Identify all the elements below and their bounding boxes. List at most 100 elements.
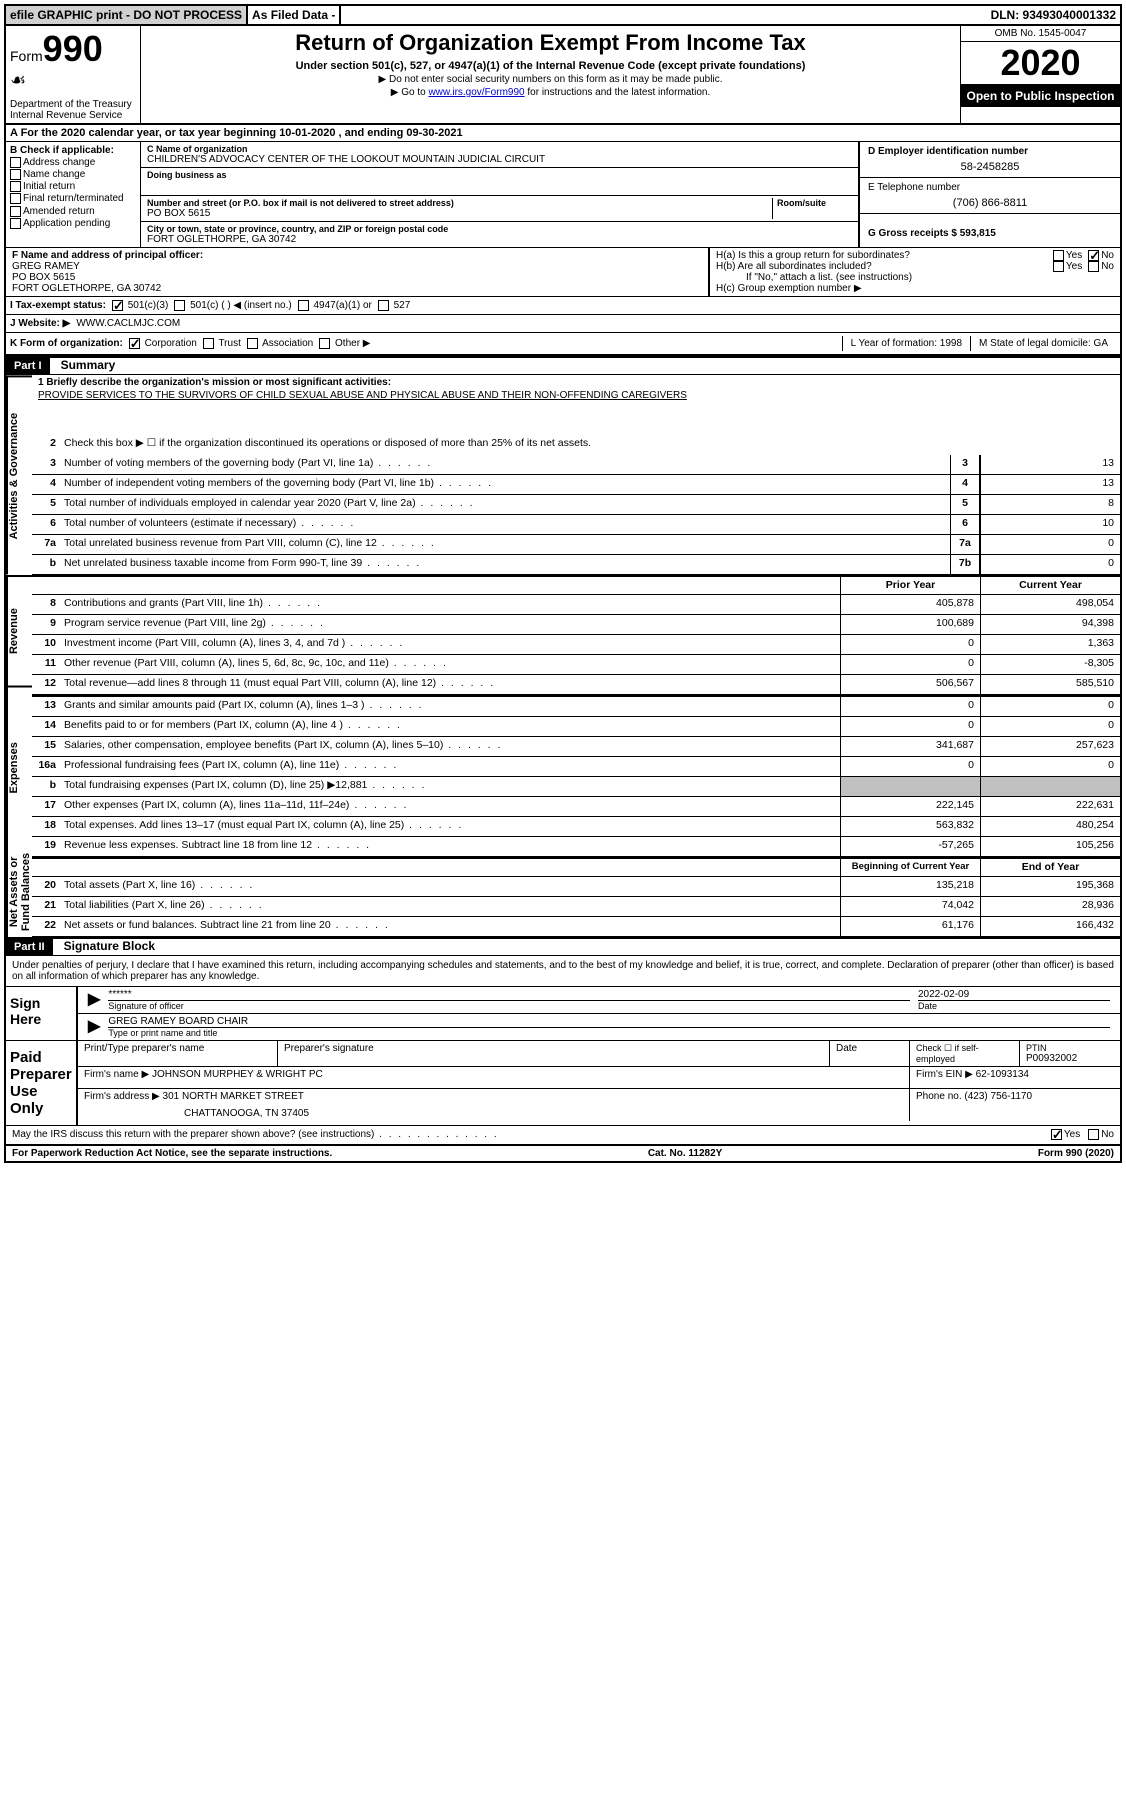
part1-badge: Part I — [6, 358, 50, 374]
form-num: 990 — [43, 28, 103, 69]
org-address: PO BOX 5615 — [147, 208, 772, 219]
form-title: Return of Organization Exempt From Incom… — [145, 30, 956, 56]
header: Form990 ☙ Department of the Treasury Int… — [6, 26, 1120, 125]
header-right: OMB No. 1545-0047 2020 Open to Public In… — [960, 26, 1120, 123]
org-name: CHILDREN'S ADVOCACY CENTER OF THE LOOKOU… — [147, 154, 852, 165]
efile-notice: efile GRAPHIC print - DO NOT PROCESS — [6, 6, 246, 24]
summary-line-12: 12Total revenue—add lines 8 through 11 (… — [32, 675, 1120, 695]
part2-title: Signature Block — [56, 937, 163, 955]
discuss-yes[interactable]: Yes — [1051, 1129, 1080, 1140]
row-j-website: J Website: ▶ WWW.CACLMJC.COM — [6, 315, 1120, 333]
summary-line-20: 20Total assets (Part X, line 16)135,2181… — [32, 877, 1120, 897]
summary-line-3: 3Number of voting members of the governi… — [32, 455, 1120, 475]
summary-line-11: 11Other revenue (Part VIII, column (A), … — [32, 655, 1120, 675]
paid-preparer-label: Paid Preparer Use Only — [6, 1041, 76, 1125]
summary-line-7a: 7aTotal unrelated business revenue from … — [32, 535, 1120, 555]
summary-line-4: 4Number of independent voting members of… — [32, 475, 1120, 495]
summary-line-16a: 16aProfessional fundraising fees (Part I… — [32, 757, 1120, 777]
check-corp[interactable]: Corporation — [129, 338, 197, 349]
mission-text: PROVIDE SERVICES TO THE SURVIVORS OF CHI… — [38, 390, 1114, 401]
summary-line-18: 18Total expenses. Add lines 13–17 (must … — [32, 817, 1120, 837]
gross-receipts: G Gross receipts $ 593,815 — [860, 214, 1120, 243]
check-self-employed[interactable]: Check ☐ if self-employed — [910, 1041, 1020, 1066]
summary-line-b: bTotal fundraising expenses (Part IX, co… — [32, 777, 1120, 797]
check-amended[interactable]: Amended return — [10, 206, 136, 217]
check-trust[interactable]: Trust — [203, 338, 241, 349]
tax-year: 2020 — [961, 42, 1120, 85]
check-501c[interactable]: 501(c) ( ) ◀ (insert no.) — [174, 300, 291, 311]
check-initial[interactable]: Initial return — [10, 181, 136, 192]
irs-link[interactable]: www.irs.gov/Form990 — [428, 87, 524, 98]
hb-no[interactable]: No — [1088, 261, 1114, 272]
footer-left: For Paperwork Reduction Act Notice, see … — [12, 1148, 332, 1159]
firm-addr2: CHATTANOOGA, TN 37405 — [84, 1102, 903, 1119]
officer-f: F Name and address of principal officer:… — [6, 248, 710, 296]
summary-content: 1 Briefly describe the organization's mi… — [32, 375, 1120, 937]
form-number: Form990 — [10, 28, 136, 70]
part1-header-row: Part I Summary — [6, 356, 1120, 375]
check-name[interactable]: Name change — [10, 169, 136, 180]
summary-line-8: 8Contributions and grants (Part VIII, li… — [32, 595, 1120, 615]
dept-treasury: Department of the Treasury Internal Reve… — [10, 99, 136, 121]
form-label: Form — [10, 48, 43, 64]
row-k-form-org: K Form of organization: Corporation Trus… — [6, 333, 1120, 356]
summary-line-19: 19Revenue less expenses. Subtract line 1… — [32, 837, 1120, 857]
ein-value: 58-2458285 — [868, 157, 1112, 173]
top-bar: efile GRAPHIC print - DO NOT PROCESS As … — [6, 6, 1120, 26]
check-527[interactable]: 527 — [378, 300, 410, 311]
addr-box: Number and street (or P.O. box if mail i… — [141, 196, 858, 222]
vtab-net: Net Assets or Fund Balances — [6, 847, 32, 937]
phone-box: E Telephone number (706) 866-8811 — [860, 178, 1120, 214]
summary-line-6: 6Total number of volunteers (estimate if… — [32, 515, 1120, 535]
footer-right: Form 990 (2020) — [1038, 1148, 1114, 1159]
omb-number: OMB No. 1545-0047 — [961, 26, 1120, 42]
website-value: WWW.CACLMJC.COM — [76, 318, 180, 329]
header-left: Form990 ☙ Department of the Treasury Int… — [6, 26, 141, 123]
check-pending[interactable]: Application pending — [10, 218, 136, 229]
hc-label: H(c) Group exemption number ▶ — [716, 283, 1114, 294]
sig-arrow-icon: ▶ — [84, 989, 104, 1011]
check-assoc[interactable]: Association — [247, 338, 313, 349]
sig-arrow-icon-2: ▶ — [84, 1016, 104, 1038]
sig-date: 2022-02-09 — [918, 989, 1110, 1001]
firm-phone: (423) 756-1170 — [964, 1091, 1032, 1102]
open-inspection: Open to Public Inspection — [961, 85, 1120, 107]
org-city: FORT OGLETHORPE, GA 30742 — [147, 234, 852, 245]
py-cy-header: Prior Year Current Year — [32, 575, 1120, 595]
check-501c3[interactable]: 501(c)(3) — [112, 300, 168, 311]
check-4947[interactable]: 4947(a)(1) or — [298, 300, 372, 311]
ssn-note: ▶ Do not enter social security numbers o… — [145, 74, 956, 85]
check-final[interactable]: Final return/terminated — [10, 193, 136, 204]
check-address[interactable]: Address change — [10, 157, 136, 168]
col-b-title: B Check if applicable: — [10, 145, 136, 156]
col-d-ein: D Employer identification number 58-2458… — [860, 142, 1120, 247]
firm-name: JOHNSON MURPHEY & WRIGHT PC — [152, 1069, 323, 1080]
hb-yes[interactable]: Yes — [1053, 261, 1082, 272]
summary-line-13: 13Grants and similar amounts paid (Part … — [32, 697, 1120, 717]
summary-body: Activities & Governance Revenue Expenses… — [6, 375, 1120, 937]
signature-block: Under penalties of perjury, I declare th… — [6, 956, 1120, 1145]
ha-no[interactable]: No — [1088, 250, 1114, 261]
page-footer: For Paperwork Reduction Act Notice, see … — [6, 1146, 1120, 1161]
part2-header-row: Part II Signature Block — [6, 937, 1120, 956]
part2-badge: Part II — [6, 939, 53, 955]
vtab-exp: Expenses — [6, 686, 32, 848]
line2-discontinue: Check this box ▶ ☐ if the organization d… — [60, 435, 1120, 455]
col-c-org-info: C Name of organization CHILDREN'S ADVOCA… — [141, 142, 860, 247]
row-i-tax-status: I Tax-exempt status: 501(c)(3) 501(c) ( … — [6, 297, 1120, 315]
state-domicile: M State of legal domicile: GA — [970, 336, 1116, 351]
discuss-no[interactable]: No — [1088, 1129, 1114, 1140]
prep-name-label: Print/Type preparer's name — [78, 1041, 278, 1066]
col-b-checkboxes: B Check if applicable: Address change Na… — [6, 142, 141, 247]
ptin-value: P00932002 — [1026, 1053, 1114, 1064]
ein-box: D Employer identification number 58-2458… — [860, 142, 1120, 178]
paid-preparer-row: Paid Preparer Use Only Print/Type prepar… — [6, 1041, 1120, 1126]
sig-intro: Under penalties of perjury, I declare th… — [6, 956, 1120, 987]
summary-line-5: 5Total number of individuals employed in… — [32, 495, 1120, 515]
check-other[interactable]: Other ▶ — [319, 338, 370, 349]
org-name-box: C Name of organization CHILDREN'S ADVOCA… — [141, 142, 858, 168]
officer-name-sig: GREG RAMEY BOARD CHAIR — [108, 1016, 1110, 1028]
as-filed-label: As Filed Data - — [246, 6, 341, 24]
form-990-page: efile GRAPHIC print - DO NOT PROCESS As … — [4, 4, 1122, 1163]
ha-yes[interactable]: Yes — [1053, 250, 1082, 261]
